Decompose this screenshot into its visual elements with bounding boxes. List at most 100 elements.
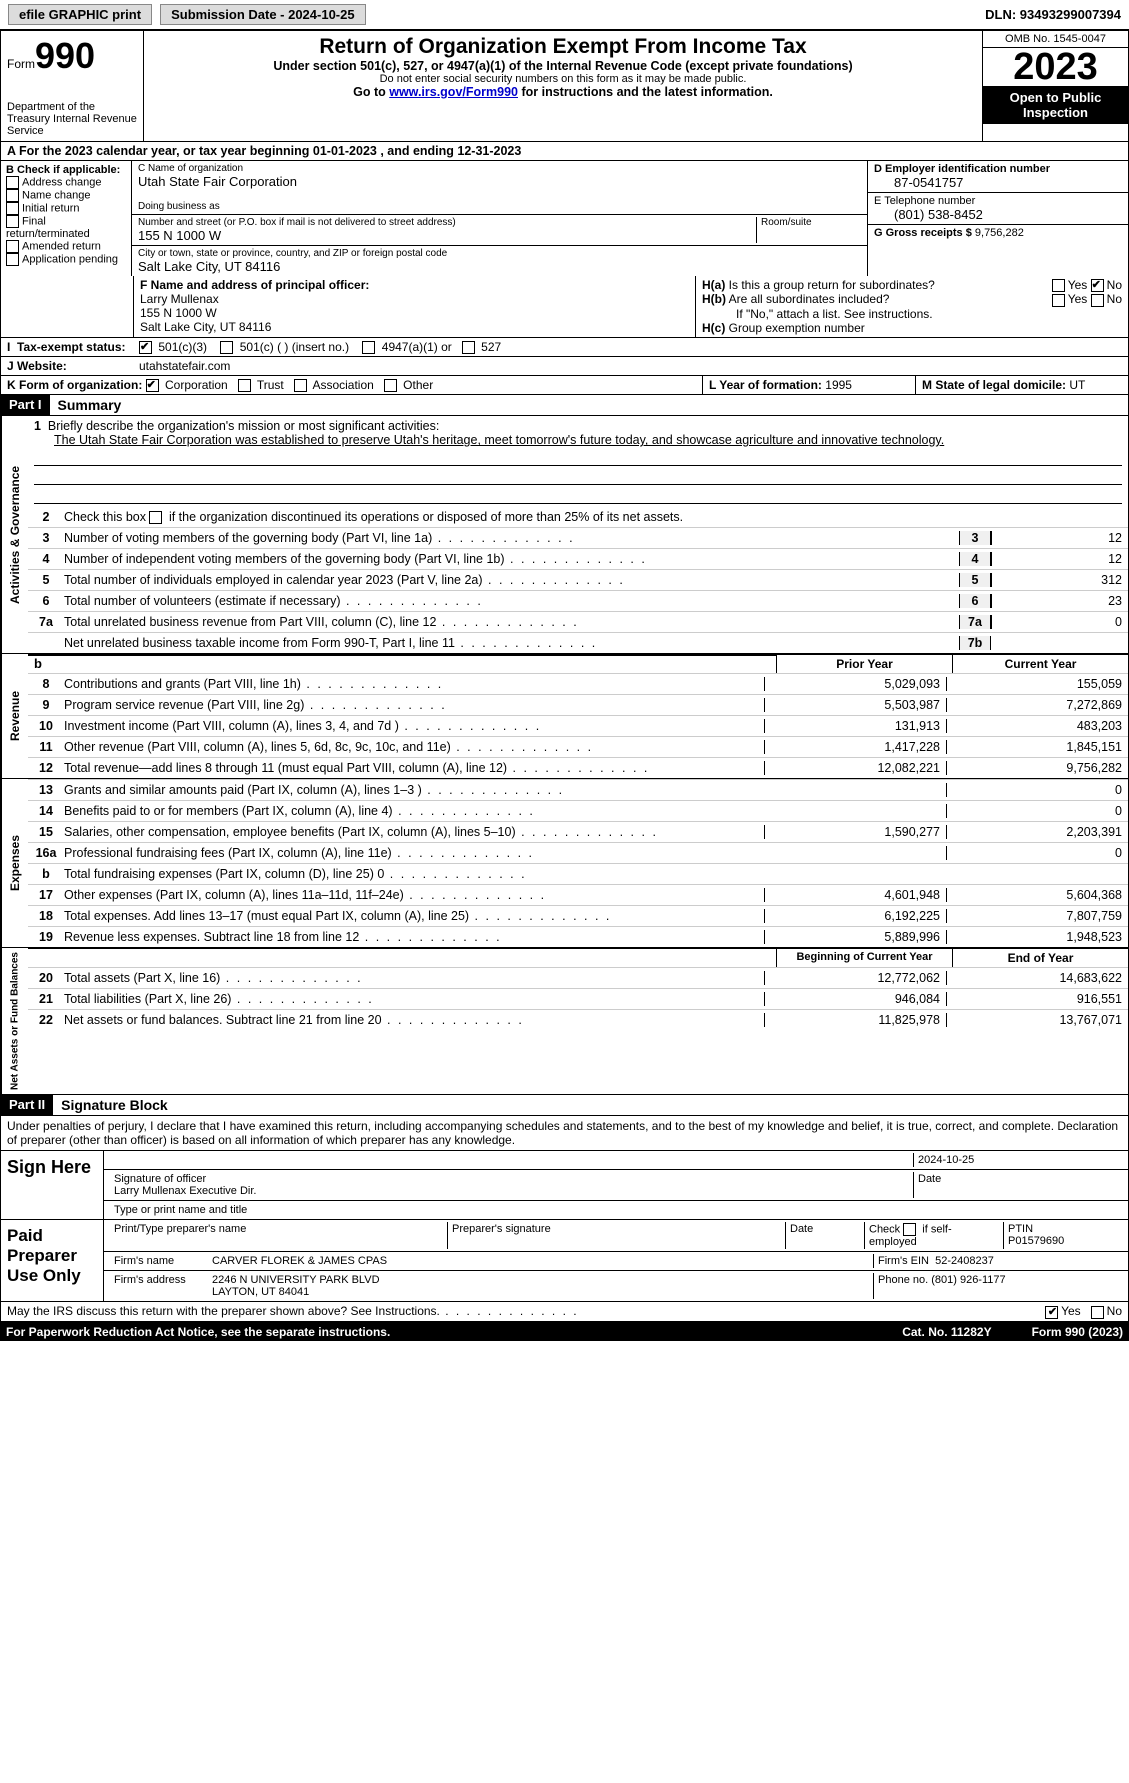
officer-addr2: Salt Lake City, UT 84116 bbox=[140, 320, 689, 334]
gov-line: 4 Number of independent voting members o… bbox=[28, 548, 1128, 569]
year-formation-label: L Year of formation: bbox=[709, 378, 822, 392]
org-name: Utah State Fair Corporation bbox=[138, 174, 861, 189]
checkbox-corporation[interactable] bbox=[146, 379, 159, 392]
efile-print-button[interactable]: efile GRAPHIC print bbox=[8, 4, 152, 25]
irs-link[interactable]: www.irs.gov/Form990 bbox=[389, 85, 518, 99]
row-j: J Website: utahstatefair.com bbox=[0, 357, 1129, 376]
box-c: C Name of organization Utah State Fair C… bbox=[132, 161, 868, 276]
penalty-text: Under penalties of perjury, I declare th… bbox=[0, 1116, 1129, 1151]
checkbox-discuss-no[interactable] bbox=[1091, 1306, 1104, 1319]
part-2-title: Signature Block bbox=[53, 1095, 176, 1115]
submission-date-button[interactable]: Submission Date - 2024-10-25 bbox=[160, 4, 366, 25]
hb-yes: Yes bbox=[1068, 292, 1088, 306]
checkbox-ha-no[interactable] bbox=[1091, 279, 1104, 292]
vlabel-governance: Activities & Governance bbox=[1, 416, 28, 653]
form-title: Return of Organization Exempt From Incom… bbox=[152, 35, 974, 59]
firm-addr2: LAYTON, UT 84041 bbox=[212, 1286, 869, 1298]
financial-line: 16a Professional fundraising fees (Part … bbox=[28, 842, 1128, 863]
financial-line: 15 Salaries, other compensation, employe… bbox=[28, 821, 1128, 842]
section-revenue: Revenue b Prior Year Current Year 8 Cont… bbox=[0, 654, 1129, 779]
opt-527: 527 bbox=[481, 340, 501, 354]
goto-post: for instructions and the latest informat… bbox=[518, 85, 773, 99]
checkbox-discontinued[interactable] bbox=[149, 511, 162, 524]
discuss-row: May the IRS discuss this return with the… bbox=[0, 1302, 1129, 1321]
opt-4947: 4947(a)(1) or bbox=[382, 340, 452, 354]
checkbox-4947[interactable] bbox=[362, 341, 375, 354]
ha-no: No bbox=[1107, 278, 1122, 292]
checkbox-ha-yes[interactable] bbox=[1052, 279, 1065, 292]
checkbox-trust[interactable] bbox=[238, 379, 251, 392]
discuss-yes: Yes bbox=[1061, 1304, 1081, 1318]
gross-label: G Gross receipts $ bbox=[874, 227, 972, 239]
checkbox-final-return[interactable] bbox=[6, 215, 19, 228]
checkbox-association[interactable] bbox=[294, 379, 307, 392]
financial-line: 13 Grants and similar amounts paid (Part… bbox=[28, 779, 1128, 800]
checkbox-hb-yes[interactable] bbox=[1052, 294, 1065, 307]
footer-row: For Paperwork Reduction Act Notice, see … bbox=[0, 1322, 1129, 1341]
financial-line: 18 Total expenses. Add lines 13–17 (must… bbox=[28, 905, 1128, 926]
checkbox-application-pending[interactable] bbox=[6, 253, 19, 266]
firm-addr1: 2246 N UNIVERSITY PARK BLVD bbox=[212, 1274, 869, 1286]
type-name-label: Type or print name and title bbox=[110, 1203, 251, 1217]
city-state-zip: Salt Lake City, UT 84116 bbox=[138, 259, 861, 274]
goto-text: Go to bbox=[353, 85, 389, 99]
opt-corporation: Corporation bbox=[165, 378, 228, 392]
section-governance: Activities & Governance 1 Briefly descri… bbox=[0, 416, 1129, 654]
checkbox-527[interactable] bbox=[462, 341, 475, 354]
phone-label: E Telephone number bbox=[874, 195, 1122, 207]
box-b-title: B Check if applicable: bbox=[6, 164, 126, 176]
gov-line: Net unrelated business taxable income fr… bbox=[28, 632, 1128, 653]
firm-addr-label: Firm's address bbox=[110, 1273, 208, 1299]
box-d: D Employer identification number 87-0541… bbox=[868, 161, 1128, 276]
sig-officer-label: Signature of officer bbox=[114, 1173, 909, 1185]
part-1-title: Summary bbox=[50, 395, 130, 415]
checkbox-501c[interactable] bbox=[220, 341, 233, 354]
financial-line: 9 Program service revenue (Part VIII, li… bbox=[28, 694, 1128, 715]
dept-treasury: Department of the Treasury Internal Reve… bbox=[7, 101, 137, 137]
tax-exempt-label: Tax-exempt status: bbox=[17, 340, 125, 354]
hc-label: H(c) Group exemption number bbox=[702, 321, 1122, 335]
current-year-header: Current Year bbox=[952, 655, 1128, 673]
checkbox-initial-return[interactable] bbox=[6, 202, 19, 215]
city-label: City or town, state or province, country… bbox=[138, 248, 861, 259]
check-self-employed: Check if self-employed bbox=[864, 1222, 1003, 1249]
part-1-header-row: Part I Summary bbox=[0, 395, 1129, 416]
website-label: J Website: bbox=[1, 357, 133, 375]
sign-here-label: Sign Here bbox=[1, 1151, 104, 1219]
mission-text: The Utah State Fair Corporation was esta… bbox=[34, 433, 1122, 447]
opt-association: Association bbox=[312, 378, 373, 392]
checkbox-hb-no[interactable] bbox=[1091, 294, 1104, 307]
website-value: utahstatefair.com bbox=[133, 357, 1128, 375]
checkbox-amended-return[interactable] bbox=[6, 240, 19, 253]
firm-ein-label: Firm's EIN bbox=[878, 1255, 929, 1267]
footer-form: Form 990 (2023) bbox=[1032, 1325, 1123, 1339]
ptin-label: PTIN bbox=[1008, 1223, 1033, 1235]
officer-label: F Name and address of principal officer: bbox=[140, 278, 689, 292]
financial-line: 10 Investment income (Part VIII, column … bbox=[28, 715, 1128, 736]
prep-sig-label: Preparer's signature bbox=[447, 1222, 785, 1249]
checkbox-self-employed[interactable] bbox=[903, 1223, 916, 1236]
header-grid: B Check if applicable: Address change Na… bbox=[0, 161, 1129, 276]
row-a-calendar-year: A For the 2023 calendar year, or tax yea… bbox=[0, 142, 1129, 161]
street-address: 155 N 1000 W bbox=[138, 228, 756, 243]
checkbox-name-change[interactable] bbox=[6, 189, 19, 202]
checkbox-other[interactable] bbox=[384, 379, 397, 392]
opt-amended-return: Amended return bbox=[22, 240, 101, 252]
checkbox-address-change[interactable] bbox=[6, 176, 19, 189]
part-2-header-row: Part II Signature Block bbox=[0, 1095, 1129, 1116]
open-to-public: Open to Public Inspection bbox=[983, 86, 1128, 124]
prep-date-label: Date bbox=[785, 1222, 864, 1249]
officer-name: Larry Mullenax bbox=[140, 292, 689, 306]
officer-addr1: 155 N 1000 W bbox=[140, 306, 689, 320]
financial-line: 20 Total assets (Part X, line 16) 12,772… bbox=[28, 967, 1128, 988]
year-formation-value: 1995 bbox=[825, 378, 852, 392]
form-number: 990 bbox=[35, 35, 95, 76]
box-b: B Check if applicable: Address change Na… bbox=[1, 161, 132, 276]
checkbox-501c3[interactable] bbox=[139, 341, 152, 354]
firm-phone-value: (801) 926-1177 bbox=[931, 1274, 1005, 1286]
checkbox-discuss-yes[interactable] bbox=[1045, 1306, 1058, 1319]
begin-year-header: Beginning of Current Year bbox=[776, 949, 952, 967]
tax-year: 2023 bbox=[983, 48, 1128, 86]
section-expenses: Expenses 13 Grants and similar amounts p… bbox=[0, 779, 1129, 948]
gov-line: 6 Total number of volunteers (estimate i… bbox=[28, 590, 1128, 611]
